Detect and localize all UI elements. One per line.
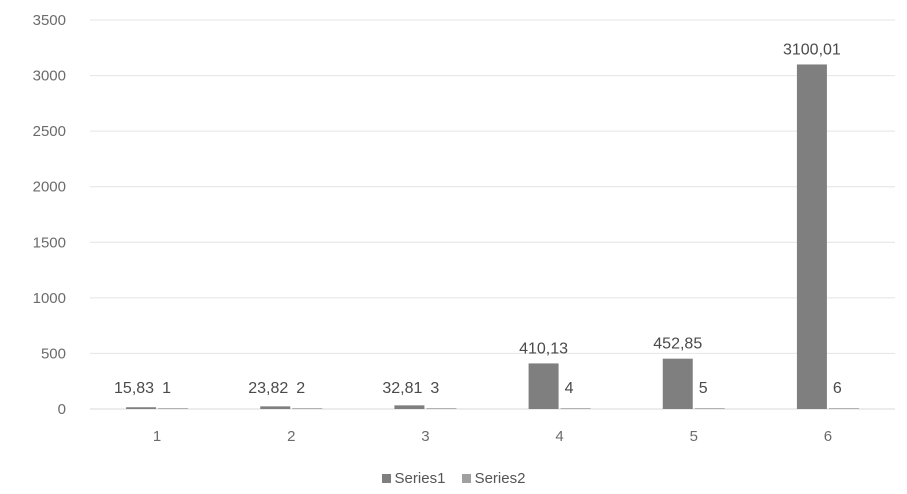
y-tick-label: 0 (58, 401, 66, 418)
y-tick-label: 3500 (33, 12, 66, 29)
data-label-series1: 32,81 (382, 380, 422, 397)
legend-swatch-series2 (461, 474, 471, 483)
y-tick-label: 1500 (33, 234, 66, 251)
y-tick-label: 3000 (33, 68, 66, 85)
data-label-series1: 3100,01 (783, 41, 841, 58)
data-label-series1: 410,13 (519, 340, 568, 357)
bar-series1-3 (394, 405, 425, 409)
legend-item-series2: Series2 (461, 470, 526, 487)
legend-item-series1: Series1 (381, 470, 446, 487)
legend-swatch-series1 (381, 474, 391, 483)
x-tick-label: 4 (555, 428, 563, 445)
bar-series2-1 (158, 408, 189, 409)
data-label-series2: 5 (699, 380, 708, 397)
x-tick-label: 2 (287, 428, 295, 445)
bar-series2-5 (694, 408, 725, 409)
bar-series1-4 (528, 363, 559, 409)
bar-series1-5 (662, 358, 693, 409)
data-label-series1: 23,82 (248, 380, 288, 397)
bar-series1-6 (796, 64, 827, 410)
x-tick-label: 6 (824, 428, 832, 445)
bar-series2-2 (292, 408, 323, 409)
x-tick-label: 1 (153, 428, 161, 445)
bar-series2-6 (828, 408, 859, 409)
bar-series2-4 (560, 408, 591, 409)
data-label-series1: 15,83 (114, 380, 154, 397)
y-tick-label: 2500 (33, 123, 66, 140)
legend-label-series1: Series1 (394, 470, 446, 487)
data-label-series2: 1 (162, 380, 171, 397)
y-tick-label: 1000 (33, 290, 66, 307)
data-label-series1: 452,85 (653, 336, 702, 353)
bar-series1-1 (126, 407, 157, 409)
legend: Series1 Series2 (0, 470, 907, 487)
y-tick-label: 2000 (33, 179, 66, 196)
bar-series1-2 (260, 406, 291, 409)
data-label-series2: 2 (296, 380, 305, 397)
y-tick-label: 500 (41, 345, 66, 362)
bar-chart: 0 500 1000 1500 2000 2500 3000 3500 1 2 3 4 5 6 15,83 1… (33, 12, 895, 445)
data-label-series2: 4 (565, 380, 574, 397)
data-label-series2: 6 (833, 380, 842, 397)
bar-series2-3 (426, 408, 457, 409)
legend-label-series2: Series2 (474, 470, 526, 487)
data-label-series2: 3 (430, 380, 439, 397)
x-tick-label: 3 (421, 428, 429, 445)
x-tick-label: 5 (690, 428, 698, 445)
